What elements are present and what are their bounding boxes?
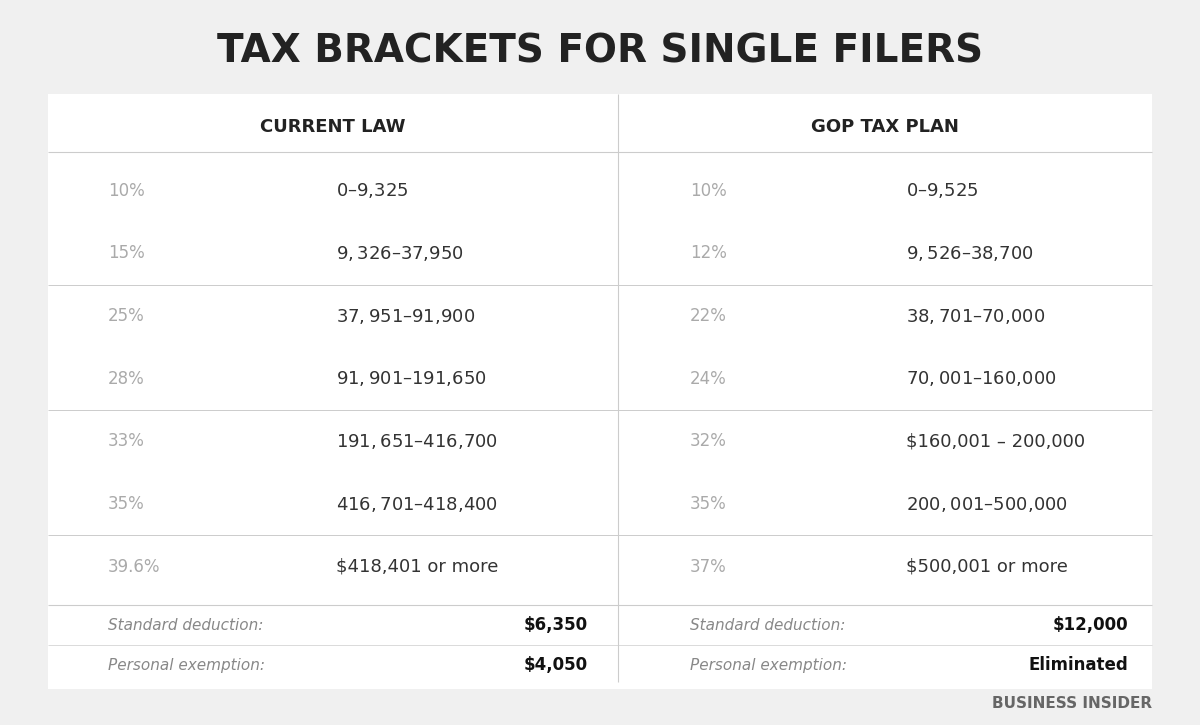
- Text: $6,350: $6,350: [524, 616, 588, 634]
- Text: 12%: 12%: [690, 244, 727, 262]
- Text: BUSINESS INSIDER: BUSINESS INSIDER: [992, 695, 1152, 710]
- Text: $91,901 – $191,650: $91,901 – $191,650: [336, 369, 486, 389]
- Text: 33%: 33%: [108, 433, 145, 450]
- Text: 37%: 37%: [690, 558, 727, 576]
- Text: 35%: 35%: [108, 495, 145, 513]
- Text: $191,651 – $416,700: $191,651 – $416,700: [336, 432, 498, 451]
- Text: $160,001 – 200,000: $160,001 – 200,000: [906, 433, 1085, 450]
- Text: $12,000: $12,000: [1052, 616, 1128, 634]
- Text: 10%: 10%: [108, 182, 145, 200]
- Text: 35%: 35%: [690, 495, 727, 513]
- Text: $9,526 – $38,700: $9,526 – $38,700: [906, 244, 1033, 263]
- Text: 22%: 22%: [690, 307, 727, 325]
- Text: 24%: 24%: [690, 370, 727, 388]
- Text: CURRENT LAW: CURRENT LAW: [260, 118, 406, 136]
- Text: $4,050: $4,050: [524, 656, 588, 674]
- Text: Personal exemption:: Personal exemption:: [108, 658, 265, 673]
- Text: $37,951 – $91,900: $37,951 – $91,900: [336, 307, 475, 326]
- Text: TAX BRACKETS FOR SINGLE FILERS: TAX BRACKETS FOR SINGLE FILERS: [217, 33, 983, 70]
- Text: GOP TAX PLAN: GOP TAX PLAN: [811, 118, 959, 136]
- Text: 39.6%: 39.6%: [108, 558, 161, 576]
- Text: Personal exemption:: Personal exemption:: [690, 658, 847, 673]
- Text: $38,701 – $70,000: $38,701 – $70,000: [906, 307, 1045, 326]
- Text: 15%: 15%: [108, 244, 145, 262]
- Text: Eliminated: Eliminated: [1028, 656, 1128, 674]
- Text: 25%: 25%: [108, 307, 145, 325]
- Text: $0 – $9,325: $0 – $9,325: [336, 181, 408, 200]
- Text: $500,001 or more: $500,001 or more: [906, 558, 1068, 576]
- Text: $416,701 – $418,400: $416,701 – $418,400: [336, 494, 498, 513]
- Text: Standard deduction:: Standard deduction:: [690, 618, 845, 633]
- Text: $200,001 – $500,000: $200,001 – $500,000: [906, 494, 1068, 513]
- Text: 32%: 32%: [690, 433, 727, 450]
- FancyBboxPatch shape: [48, 94, 1152, 689]
- Text: $418,401 or more: $418,401 or more: [336, 558, 498, 576]
- Text: 28%: 28%: [108, 370, 145, 388]
- Text: Standard deduction:: Standard deduction:: [108, 618, 263, 633]
- Text: $0 – $9,525: $0 – $9,525: [906, 181, 978, 200]
- Text: 10%: 10%: [690, 182, 727, 200]
- Text: $9,326 – $37,950: $9,326 – $37,950: [336, 244, 463, 263]
- Text: $70,001 – $160,000: $70,001 – $160,000: [906, 369, 1056, 389]
